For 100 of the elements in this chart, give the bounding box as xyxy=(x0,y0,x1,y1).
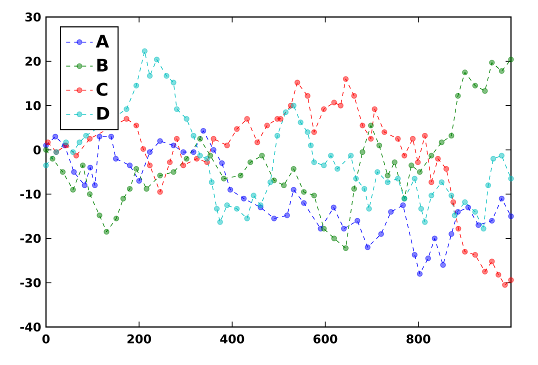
point xyxy=(395,176,401,182)
point xyxy=(52,134,58,140)
point xyxy=(133,166,140,172)
point xyxy=(328,152,334,158)
point xyxy=(472,82,478,89)
point xyxy=(170,80,176,86)
point xyxy=(342,245,349,252)
point xyxy=(290,102,296,108)
point xyxy=(388,208,394,215)
point xyxy=(166,159,173,166)
point xyxy=(508,277,514,283)
point xyxy=(351,186,357,192)
point xyxy=(508,213,514,220)
point xyxy=(508,176,514,182)
point xyxy=(258,202,264,208)
point xyxy=(362,186,368,192)
y-tick-label: -30 xyxy=(20,278,41,288)
point xyxy=(227,186,234,193)
point xyxy=(432,236,438,242)
point xyxy=(455,92,461,99)
point xyxy=(410,136,416,142)
point xyxy=(465,204,472,210)
point xyxy=(240,196,247,202)
point xyxy=(217,219,223,225)
point xyxy=(124,106,130,112)
point xyxy=(190,132,196,139)
point xyxy=(425,255,432,262)
point xyxy=(284,212,290,218)
y-tick-label: 20 xyxy=(26,56,41,66)
point xyxy=(267,179,274,186)
point xyxy=(250,192,256,198)
point xyxy=(197,136,203,142)
point xyxy=(416,169,423,175)
point xyxy=(376,142,382,148)
point xyxy=(234,126,240,132)
point xyxy=(157,189,163,195)
point xyxy=(351,92,357,99)
point xyxy=(321,226,327,232)
point xyxy=(311,129,317,136)
point xyxy=(83,132,89,139)
point xyxy=(157,138,163,144)
point xyxy=(455,208,461,215)
point xyxy=(321,106,327,112)
point xyxy=(126,186,133,192)
point xyxy=(282,109,289,116)
point xyxy=(278,116,284,122)
point xyxy=(311,192,317,198)
point xyxy=(70,149,76,155)
point xyxy=(290,186,296,193)
point xyxy=(331,100,337,106)
point xyxy=(234,206,240,212)
point xyxy=(448,132,454,139)
point xyxy=(462,199,468,205)
point xyxy=(476,222,482,228)
point xyxy=(71,169,77,175)
point xyxy=(360,149,366,155)
point xyxy=(489,60,495,66)
point xyxy=(45,139,51,146)
point xyxy=(400,202,406,208)
point xyxy=(428,179,434,186)
point xyxy=(498,196,505,202)
point xyxy=(482,268,488,275)
point xyxy=(422,132,428,139)
point xyxy=(304,92,310,99)
point xyxy=(384,172,391,178)
point xyxy=(174,136,180,142)
x-tick-label: 800 xyxy=(406,334,430,344)
point xyxy=(395,136,401,142)
point xyxy=(214,206,220,212)
point xyxy=(489,218,495,224)
point xyxy=(308,142,314,148)
point xyxy=(154,56,160,62)
point xyxy=(422,219,428,225)
point xyxy=(247,159,254,166)
point xyxy=(450,199,456,205)
point xyxy=(412,252,418,258)
point xyxy=(170,142,176,148)
point xyxy=(184,156,190,162)
y-tick-label: -10 xyxy=(20,190,41,199)
point xyxy=(120,196,126,202)
point xyxy=(180,162,186,168)
point xyxy=(408,162,414,168)
point xyxy=(418,206,424,212)
point xyxy=(496,272,502,278)
point xyxy=(438,179,445,186)
point xyxy=(133,82,140,89)
point xyxy=(76,139,82,146)
x-tick-label: 400 xyxy=(220,334,244,344)
point xyxy=(210,146,216,153)
point xyxy=(280,182,287,188)
point xyxy=(190,149,196,155)
point xyxy=(416,270,423,277)
point xyxy=(113,216,120,222)
x-tick-label: 200 xyxy=(128,334,152,344)
point xyxy=(364,244,370,250)
point xyxy=(238,172,244,178)
point xyxy=(86,136,93,142)
point xyxy=(290,166,296,172)
point xyxy=(354,218,360,224)
point xyxy=(92,182,98,188)
